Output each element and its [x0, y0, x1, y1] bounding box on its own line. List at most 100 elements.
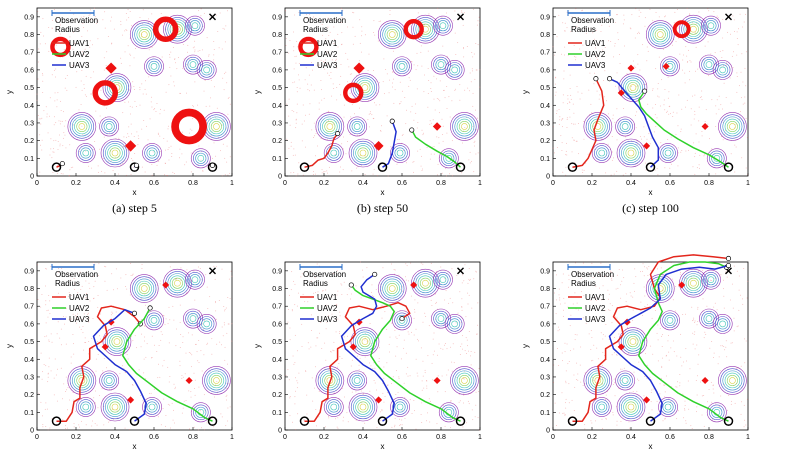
contour-ring	[111, 403, 119, 411]
field-dot	[611, 135, 613, 137]
field-dot	[103, 424, 105, 426]
field-dot	[417, 150, 419, 152]
field-dot	[371, 284, 373, 286]
field-dot	[294, 334, 296, 336]
field-dot	[209, 97, 211, 99]
field-dot	[333, 26, 335, 28]
field-dot	[661, 346, 663, 348]
field-dot	[75, 318, 77, 320]
field-dot	[472, 92, 474, 94]
y-tick-label: 0.7	[272, 304, 282, 311]
field-dot	[604, 47, 606, 49]
field-dot	[561, 352, 563, 354]
field-dot	[435, 301, 437, 303]
field-dot	[225, 71, 227, 73]
field-dot	[664, 109, 666, 111]
field-dot	[49, 300, 51, 302]
field-dot	[216, 381, 218, 383]
field-dot	[194, 40, 196, 42]
field-dot	[69, 41, 71, 43]
contour-ring	[452, 368, 477, 393]
field-dot	[121, 410, 123, 412]
field-dot	[418, 340, 420, 342]
contour-ring	[625, 147, 637, 159]
field-dot	[420, 51, 422, 53]
field-dot	[57, 271, 59, 273]
field-dot	[353, 12, 355, 14]
uav-position-marker	[725, 262, 732, 269]
field-dot	[182, 131, 184, 133]
field-dot	[64, 427, 66, 429]
field-dot	[172, 305, 174, 307]
contour-ring	[724, 372, 741, 389]
field-dot	[78, 109, 80, 111]
field-dot	[663, 99, 665, 101]
field-dot	[164, 324, 166, 326]
field-dot	[89, 300, 91, 302]
field-dot	[186, 92, 188, 94]
contour-ring	[359, 336, 371, 348]
field-dot	[285, 38, 287, 40]
field-dot	[57, 148, 59, 150]
field-dot	[424, 312, 426, 314]
field-dot	[725, 62, 727, 64]
field-dot	[701, 99, 703, 101]
field-dot	[432, 379, 434, 381]
contour-ring	[319, 116, 340, 137]
field-dot	[617, 39, 619, 41]
x-tick-label: 0.6	[149, 180, 159, 187]
field-dot	[294, 56, 296, 58]
field-dot	[54, 358, 56, 360]
field-dot	[327, 172, 329, 174]
field-dot	[285, 374, 287, 376]
contour-ring	[78, 123, 86, 130]
legend-radius-label: Radius	[303, 279, 328, 288]
field-dot	[90, 116, 92, 118]
field-dot	[581, 291, 583, 293]
field-dot	[398, 274, 400, 276]
legend-label-uav1: UAV1	[585, 293, 606, 302]
field-dot	[613, 352, 615, 354]
field-dot	[644, 295, 646, 297]
field-dot	[595, 299, 597, 301]
field-dot	[614, 42, 616, 44]
field-dot	[127, 358, 129, 360]
field-dot	[562, 118, 564, 120]
subfigure-caption: (c) step 100	[622, 201, 679, 215]
field-dot	[681, 108, 683, 110]
field-dot	[307, 89, 309, 91]
field-dot	[556, 36, 558, 38]
field-dot	[136, 23, 138, 25]
contour-ring	[650, 24, 671, 45]
field-dot	[461, 172, 463, 174]
field-dot	[600, 274, 602, 276]
field-dot	[173, 173, 175, 175]
field-dot	[356, 167, 358, 169]
field-dot	[583, 51, 585, 53]
field-dot	[196, 351, 198, 353]
field-dot	[372, 173, 374, 175]
field-dot	[94, 280, 96, 282]
field-dot	[320, 80, 322, 82]
field-dot	[433, 332, 435, 334]
targets	[617, 281, 709, 404]
contour-ring	[352, 75, 378, 100]
field-dot	[40, 306, 42, 308]
field-dot	[308, 113, 310, 115]
field-dot	[428, 79, 430, 81]
contour-ring	[350, 73, 380, 102]
field-dot	[742, 303, 744, 305]
field-dot	[62, 173, 64, 175]
field-dot	[44, 285, 46, 287]
field-dot	[670, 136, 672, 138]
contour-ring	[213, 377, 220, 384]
y-tick-label: 0.7	[540, 304, 550, 311]
field-dot	[41, 415, 43, 417]
field-dot	[650, 392, 652, 394]
field-dot	[613, 384, 615, 386]
contour-ring	[189, 315, 197, 322]
field-dot	[359, 357, 361, 359]
field-dot	[342, 416, 344, 418]
field-dot	[659, 393, 661, 395]
field-dot	[324, 171, 326, 173]
